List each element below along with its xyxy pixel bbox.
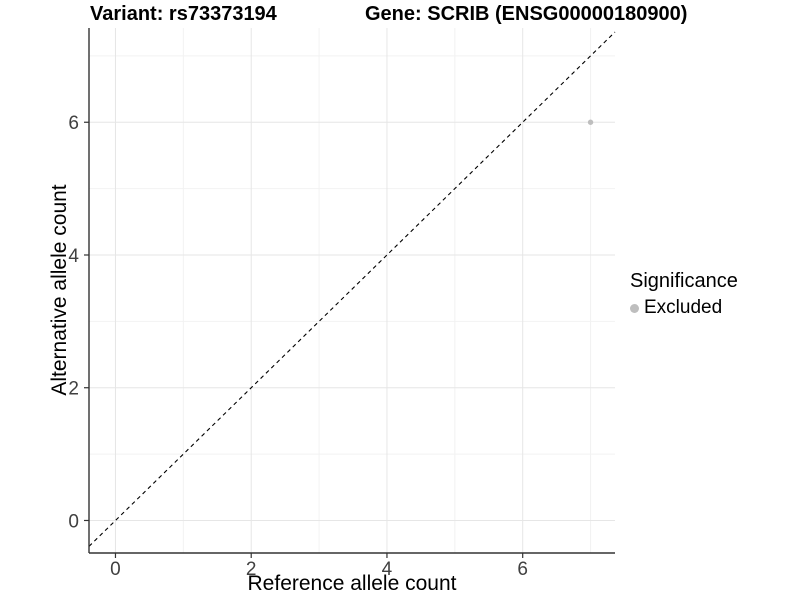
legend: Significance Excluded: [630, 270, 738, 319]
x-tick-label: 4: [382, 559, 393, 580]
x-tick-label: 0: [110, 559, 121, 580]
y-axis-title: Alternative allele count: [48, 184, 71, 396]
data-point: [587, 119, 594, 125]
x-tick-label: 2: [246, 559, 257, 580]
y-tick-label: 0: [68, 511, 79, 532]
legend-key-dot-icon: [630, 303, 639, 313]
x-axis-title: Reference allele count: [247, 572, 457, 595]
y-tick-label: 4: [68, 246, 79, 267]
y-tick-label: 2: [68, 379, 79, 400]
legend-title: Significance: [630, 270, 738, 292]
identity-reference-line: [88, 31, 616, 547]
plot-title-gene: Gene: SCRIB (ENSG00000180900): [365, 3, 688, 25]
legend-item-label: Excluded: [644, 297, 723, 318]
legend-item-excluded: Excluded: [630, 297, 738, 319]
x-tick-label: 6: [517, 559, 528, 580]
y-tick-label: 6: [68, 113, 79, 134]
plot-title-variant: Variant: rs73373194: [90, 3, 277, 25]
